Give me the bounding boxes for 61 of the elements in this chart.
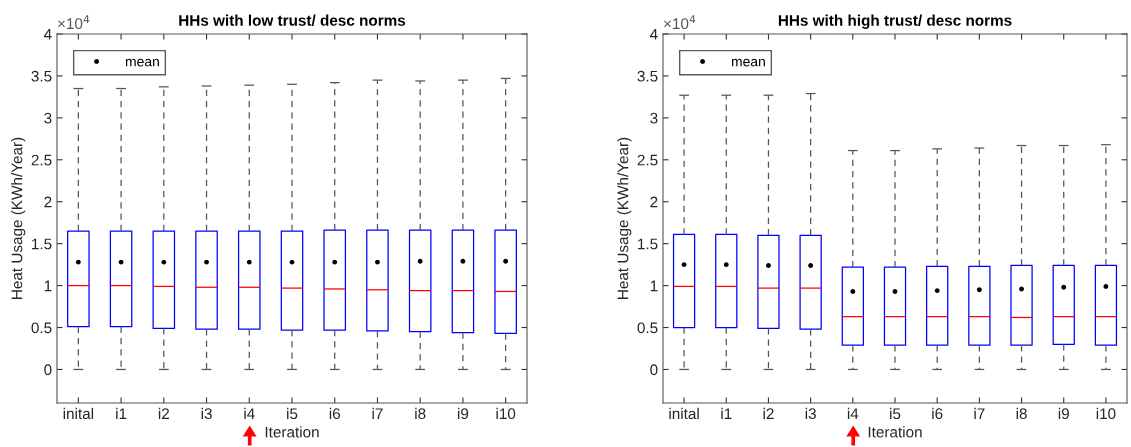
point <box>723 262 729 268</box>
x-tick-label: i7 <box>974 407 985 419</box>
x-tick-label: i3 <box>805 407 816 420</box>
y-tick-label: 3.5 <box>637 70 658 82</box>
point <box>808 263 814 268</box>
x-tick-label: i6 <box>932 407 943 420</box>
point <box>766 263 771 268</box>
y-tick-label: 0.5 <box>637 322 658 334</box>
y-tick-label: 4 <box>649 29 658 40</box>
x-tick-label: i3 <box>201 407 212 420</box>
y-tick-label: 1.5 <box>638 238 658 250</box>
x-tick-label: i6 <box>329 407 340 420</box>
text: ×10$^{4}$ <box>664 15 696 30</box>
x-tick-label: i4 <box>847 407 859 419</box>
point <box>850 289 856 294</box>
x-tick-label: i9 <box>457 407 469 420</box>
legend-label: mean <box>125 58 159 67</box>
x-tick-label: i5 <box>287 407 298 420</box>
x-tick-label: i1 <box>116 407 127 419</box>
y-tick-label: 0 <box>44 364 52 376</box>
y-tick-label: 3.5 <box>31 70 52 82</box>
point <box>1019 286 1024 292</box>
x-tick-label: i10 <box>496 407 516 420</box>
y-axis-title: Heat Usage (KWh/Year) <box>11 137 26 299</box>
point <box>681 262 687 268</box>
y-tick-label: 3 <box>650 112 658 124</box>
point <box>1061 284 1067 290</box>
y-tick-label: 2.5 <box>31 154 52 166</box>
point <box>1103 283 1109 289</box>
legend-label: mean <box>731 58 765 67</box>
y-tick-label: 2 <box>44 196 52 208</box>
x-tick-label: i8 <box>1016 407 1027 420</box>
point <box>892 289 898 294</box>
x-axis-title: Iteration <box>868 426 922 438</box>
x-tick-label: i2 <box>158 407 169 419</box>
y-tick-label: 1.5 <box>32 238 52 250</box>
x-tick-label: i7 <box>372 407 383 419</box>
chart-title: HHs with low trust/ desc norms <box>179 14 406 26</box>
x-tick-label: i2 <box>763 407 774 419</box>
y-tick-label: 4 <box>43 29 52 40</box>
point <box>934 288 940 294</box>
point <box>976 287 982 293</box>
x-tick-label: i4 <box>244 407 255 419</box>
x-tick-label: i10 <box>1096 407 1116 420</box>
y-tick-label: 2 <box>650 196 658 208</box>
text: ×10$^{4}$ <box>58 15 90 30</box>
y-tick-label: 1 <box>650 280 658 292</box>
y-tick-label: 2.5 <box>637 154 658 166</box>
x-axis-title: Iteration <box>265 426 319 438</box>
x-tick-label: i9 <box>1058 407 1069 420</box>
y-tick-label: 0.5 <box>31 322 52 334</box>
y-tick-label: 3 <box>44 112 52 124</box>
x-tick-label: i1 <box>721 407 732 419</box>
y-tick-label: 0 <box>650 364 658 376</box>
y-tick-label: 1 <box>44 280 52 292</box>
x-tick-label: i5 <box>890 407 901 420</box>
x-tick-label: inital <box>669 407 699 420</box>
x-tick-label: i8 <box>415 407 426 420</box>
x-tick-label: inital <box>63 407 94 420</box>
y-axis-title: Heat Usage (KWh/Year) <box>617 137 632 299</box>
chart-title: HHs with high trust/ desc norms <box>778 14 1012 29</box>
